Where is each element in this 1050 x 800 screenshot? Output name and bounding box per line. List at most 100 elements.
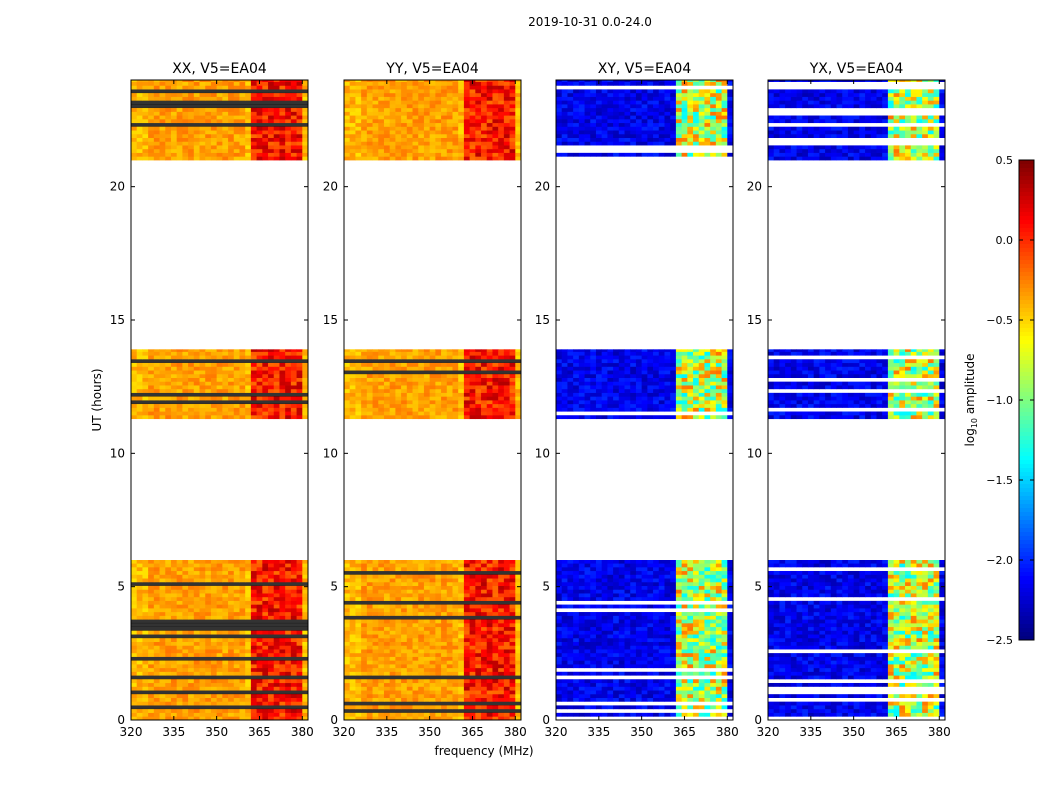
heatmap-cell <box>383 671 391 676</box>
heatmap-cell <box>423 693 431 698</box>
heatmap-cell <box>182 716 189 721</box>
heatmap-cell <box>441 649 448 654</box>
heatmap-cell <box>378 349 385 352</box>
heatmap-cell <box>170 388 178 393</box>
heatmap-cell <box>687 656 694 661</box>
y-tick-label: 10 <box>110 446 125 460</box>
heatmap-cell <box>715 664 722 669</box>
heatmap-cell <box>131 716 138 721</box>
heatmap-cell <box>458 351 465 356</box>
heatmap-cell <box>233 652 240 657</box>
heatmap-cell <box>475 96 482 101</box>
heatmap-cell <box>176 388 183 393</box>
heatmap-cell <box>355 351 362 356</box>
heatmap-cell <box>273 608 280 613</box>
heatmap-cell <box>486 678 493 684</box>
heatmap-cell <box>262 566 269 572</box>
heatmap-cell <box>233 137 240 142</box>
heatmap-cell <box>395 411 402 416</box>
heatmap-cell <box>205 107 212 112</box>
heatmap-cell <box>296 701 303 706</box>
heatmap-cell <box>372 716 379 721</box>
heatmap-cell <box>159 118 166 124</box>
heatmap-cell <box>199 355 206 360</box>
heatmap-cell <box>205 126 212 131</box>
heatmap-cell <box>383 377 391 382</box>
heatmap-cell <box>165 589 172 594</box>
heatmap-cell <box>290 652 297 657</box>
heatmap-cell <box>165 148 172 153</box>
heatmap-cell <box>509 637 516 642</box>
heatmap-cell <box>188 126 195 131</box>
heatmap-cell <box>435 126 442 131</box>
heatmap-cell <box>222 145 229 150</box>
heatmap-cell <box>239 686 246 691</box>
heatmap-cell <box>182 381 189 386</box>
heatmap-cell <box>250 697 258 702</box>
heatmap-cell <box>475 660 482 665</box>
heatmap-cell <box>239 578 246 583</box>
heatmap-cell <box>273 682 280 687</box>
heatmap-cell <box>441 403 448 408</box>
heatmap-cell <box>458 574 465 579</box>
heatmap-cell <box>412 414 419 420</box>
heatmap-cell <box>463 141 471 146</box>
heatmap-cell <box>670 705 677 710</box>
heatmap-cell <box>279 355 286 360</box>
heatmap-cell <box>193 589 200 594</box>
heatmap-cell <box>383 686 391 691</box>
heatmap-cell <box>412 118 419 124</box>
heatmap-cell <box>412 126 419 131</box>
heatmap-cell <box>704 671 711 676</box>
heatmap-cell <box>463 407 471 412</box>
heatmap-cell <box>463 396 471 401</box>
heatmap-cell <box>406 148 413 153</box>
heatmap-cell <box>389 381 396 386</box>
heatmap-cell <box>361 388 368 393</box>
heatmap-cell <box>469 381 476 386</box>
heatmap-cell <box>228 578 235 583</box>
heatmap-cell <box>273 660 280 665</box>
heatmap-cell <box>256 693 263 698</box>
heatmap-cell <box>670 664 677 669</box>
heatmap-cell <box>441 366 448 371</box>
heatmap-cell <box>418 682 425 687</box>
heatmap-cell <box>131 118 138 124</box>
heatmap-cell <box>349 712 356 717</box>
heatmap-cell <box>361 596 368 601</box>
heatmap-cell <box>423 581 431 586</box>
heatmap-cell <box>349 678 356 684</box>
heatmap-cell <box>498 664 505 669</box>
heatmap-cell <box>256 604 263 609</box>
heatmap-cell <box>435 634 442 639</box>
heatmap-cell <box>601 671 608 676</box>
heatmap-cell <box>441 81 448 86</box>
heatmap-cell <box>418 141 425 146</box>
heatmap-cell <box>262 385 269 390</box>
heatmap-cell <box>395 690 402 695</box>
heatmap-cell <box>193 137 200 142</box>
heatmap-cell <box>624 693 631 698</box>
heatmap-cell <box>355 81 362 86</box>
heatmap-cell <box>383 362 391 367</box>
heatmap-cell <box>584 697 591 702</box>
heatmap-cell <box>262 141 269 146</box>
heatmap-cell <box>199 604 206 609</box>
heatmap-cell <box>406 589 413 594</box>
heatmap-cell <box>630 652 637 657</box>
heatmap-cell <box>664 686 671 691</box>
heatmap-cell <box>256 370 263 375</box>
heatmap-cell <box>131 560 138 564</box>
heatmap-cell <box>613 660 620 665</box>
heatmap-cell <box>273 80 280 82</box>
heatmap-cell <box>463 697 471 702</box>
heatmap-cell <box>273 152 280 157</box>
heatmap-cell <box>469 596 476 601</box>
heatmap-cell <box>262 664 269 669</box>
heatmap-cell <box>290 355 297 360</box>
heatmap-cell <box>372 690 379 695</box>
heatmap-cell <box>458 637 465 642</box>
heatmap-cell <box>349 619 356 624</box>
heatmap-cell <box>188 596 195 601</box>
heatmap-cell <box>378 156 385 161</box>
